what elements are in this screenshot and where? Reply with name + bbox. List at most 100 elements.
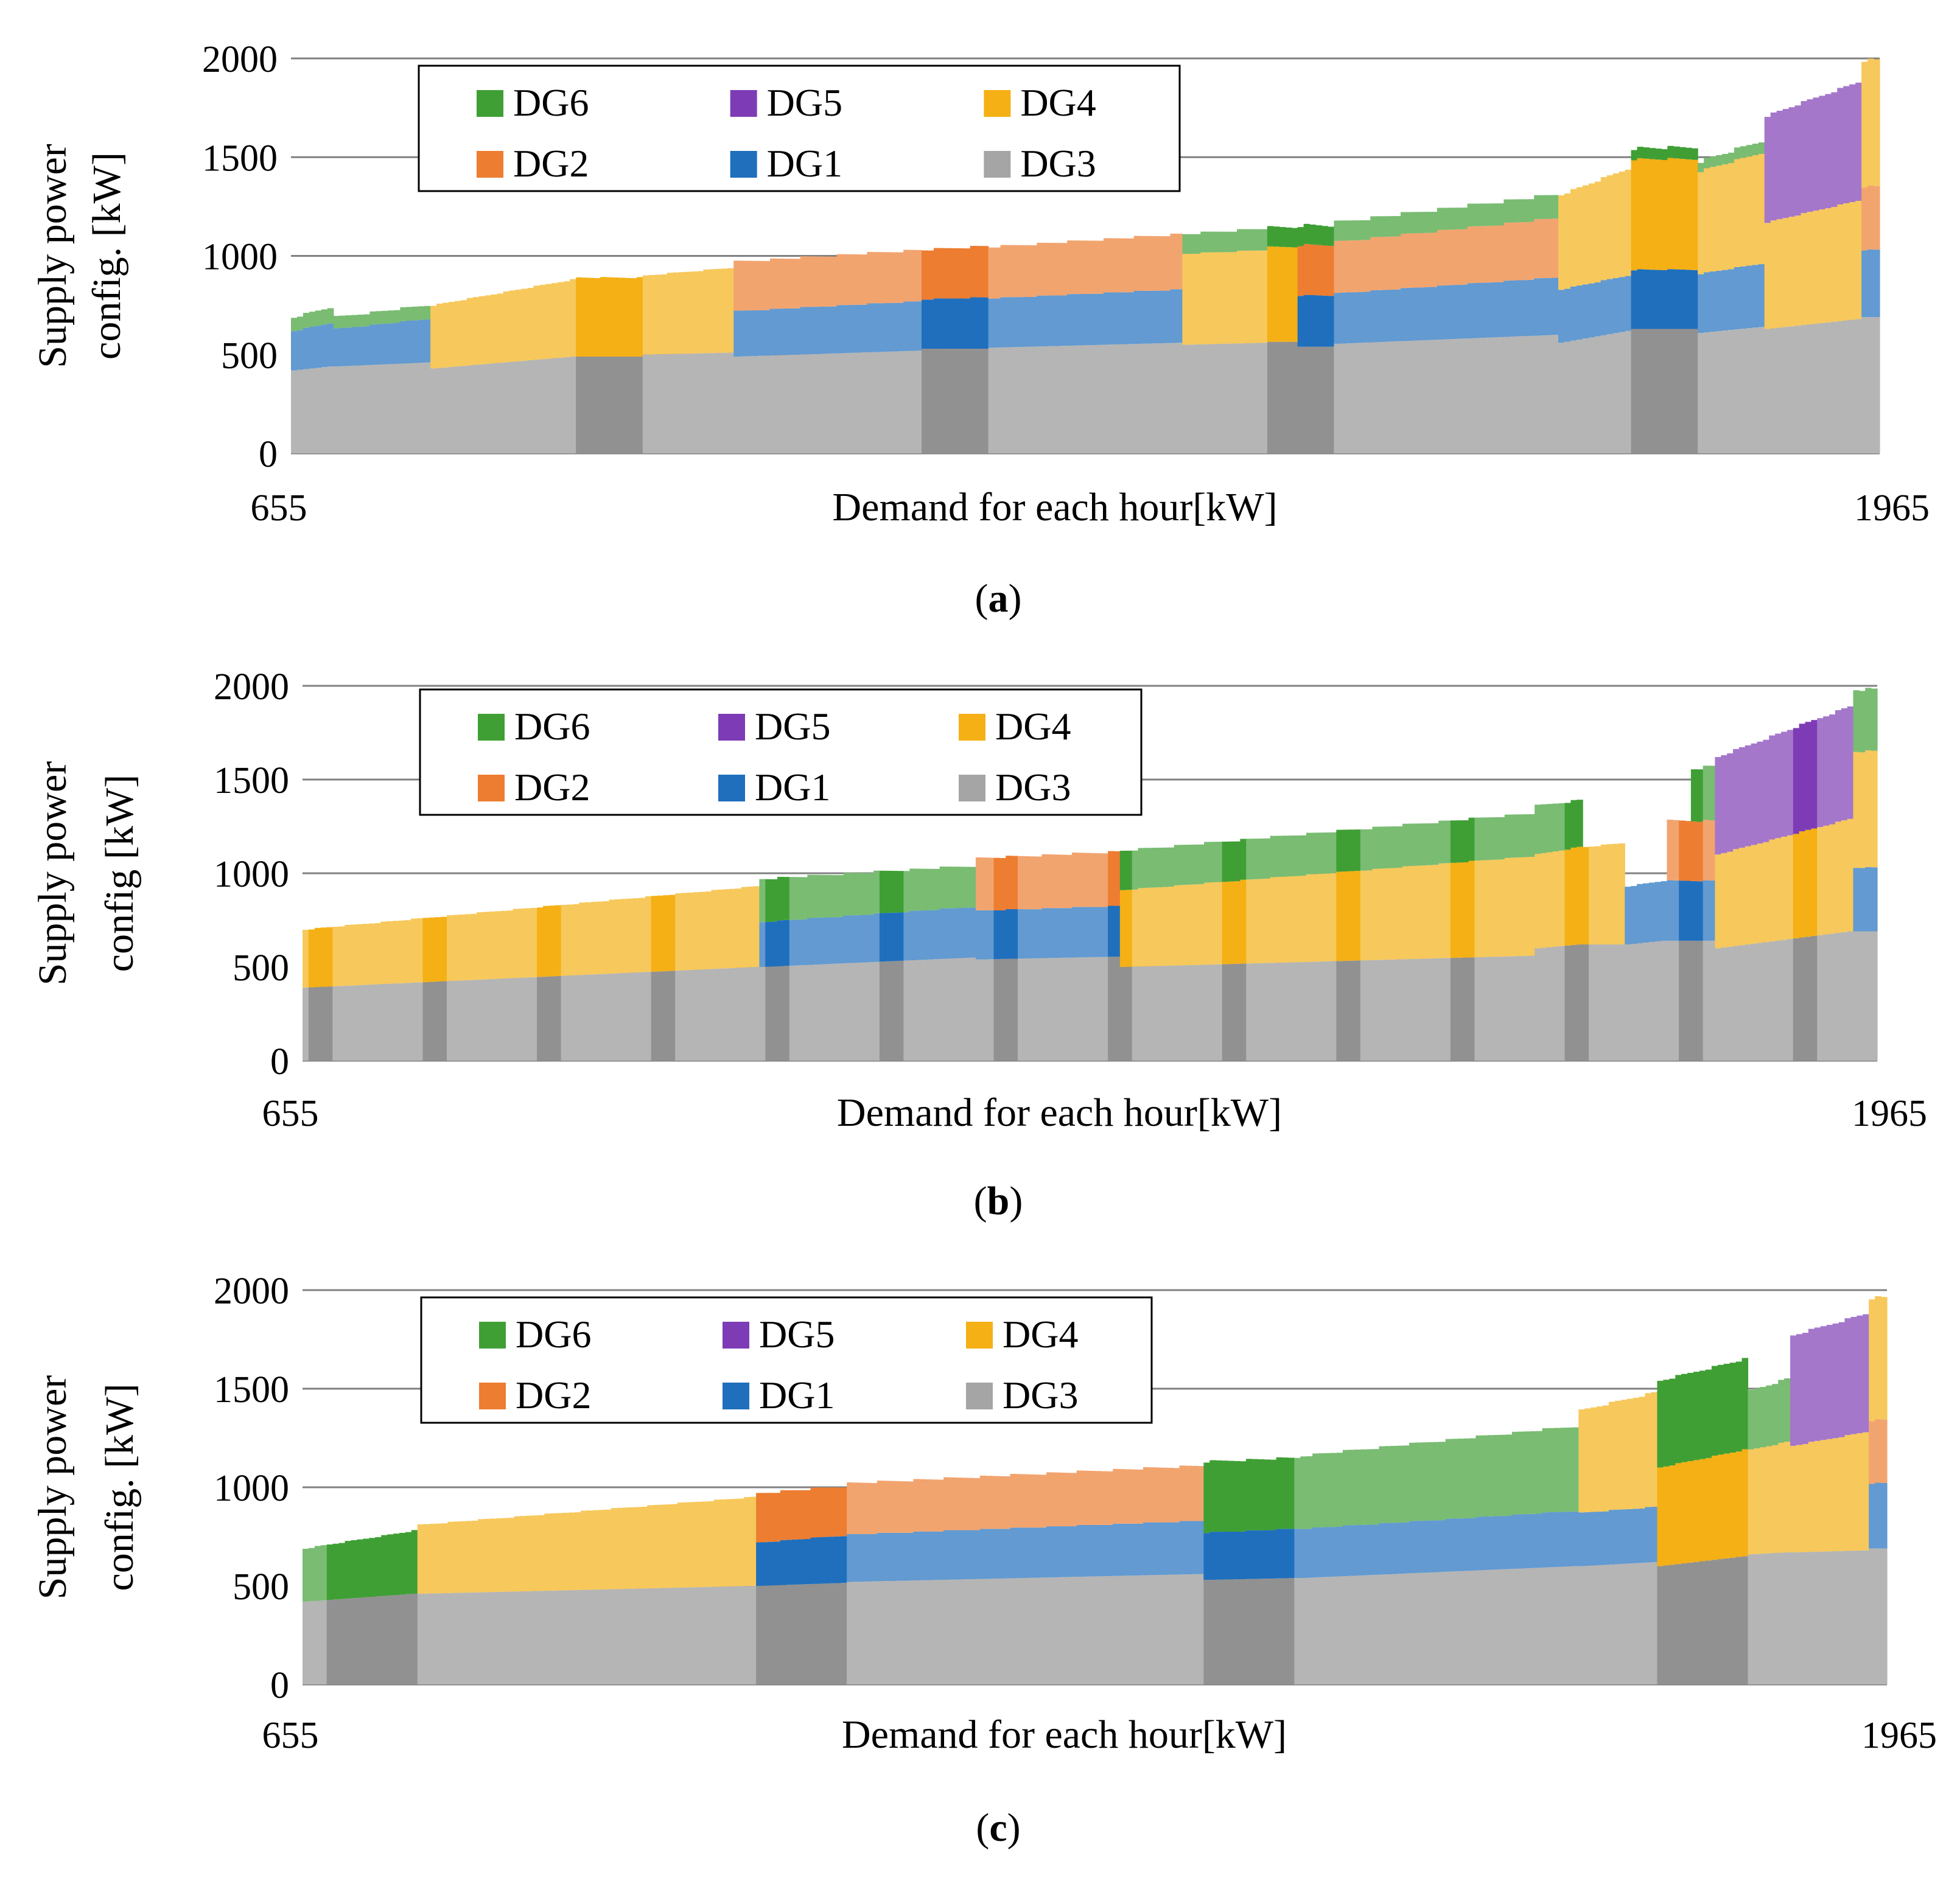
bar-dg3 xyxy=(1461,338,1468,453)
bar-dg1 xyxy=(296,330,304,370)
bar-dg3 xyxy=(1867,317,1874,453)
bar-dg4 xyxy=(1125,890,1133,967)
bar-dg3 xyxy=(667,354,674,453)
bar-dg6 xyxy=(1696,769,1704,822)
bar-dg1 xyxy=(1161,1522,1168,1575)
bar-dg2 xyxy=(855,254,862,305)
bar-dg1 xyxy=(1239,1531,1247,1579)
bar-dg3 xyxy=(406,363,413,453)
bar-dg3 xyxy=(1582,338,1589,453)
bar-dg1 xyxy=(1328,296,1335,347)
bar-dg4 xyxy=(1552,851,1559,947)
bar-dg4 xyxy=(1300,876,1307,962)
bar-dg2 xyxy=(812,256,819,307)
bar-dg4 xyxy=(558,282,564,358)
bar-dg3 xyxy=(1348,1576,1356,1684)
bar-dg1 xyxy=(1079,294,1086,346)
bar-dg2 xyxy=(1522,222,1528,281)
bar-dg3 xyxy=(1583,944,1589,1061)
bar-dg5 xyxy=(1715,757,1721,855)
bar-dg5 xyxy=(1788,107,1796,217)
bar-dg4 xyxy=(1794,215,1802,326)
bar-dg3 xyxy=(1606,334,1614,453)
bar-dg2 xyxy=(979,1475,987,1529)
bar-dg4 xyxy=(1408,866,1415,959)
bar-dg1 xyxy=(915,301,922,351)
bar-dg4 xyxy=(1600,844,1608,945)
bar-dg3 xyxy=(909,351,916,453)
bar-dg1 xyxy=(1692,270,1698,329)
bar-dg3 xyxy=(460,366,467,453)
bar-dg6 xyxy=(1403,1445,1410,1523)
bar-dg6 xyxy=(1300,1456,1307,1529)
bar-dg3 xyxy=(314,1600,321,1684)
bar-dg1 xyxy=(1176,289,1183,343)
bar-dg4 xyxy=(1619,171,1626,277)
bar-dg3 xyxy=(1152,343,1159,453)
bar-dg3 xyxy=(1426,958,1433,1061)
bar-dg4 xyxy=(1867,58,1874,186)
bar-dg3 xyxy=(1679,940,1685,1061)
bar-dg6 xyxy=(1382,216,1389,237)
bar-dg1 xyxy=(1024,297,1031,347)
bar-dg1 xyxy=(1360,1524,1368,1576)
bar-dg1 xyxy=(1570,286,1577,341)
bar-dg6 xyxy=(1174,845,1181,885)
bar-dg4 xyxy=(654,274,662,355)
bar-dg1 xyxy=(1346,292,1353,344)
bar-dg4 xyxy=(697,271,704,354)
x-start-label: 655 xyxy=(262,1093,319,1134)
bar-dg3 xyxy=(483,979,489,1061)
bar-dg4 xyxy=(1216,882,1223,965)
bar-dg1 xyxy=(1370,290,1377,343)
bar-dg6 xyxy=(1372,826,1379,869)
bar-dg1 xyxy=(789,920,796,966)
bar-dg1 xyxy=(1073,294,1080,346)
bar-dg2 xyxy=(780,1490,787,1540)
legend-swatch-dg4 xyxy=(959,714,985,741)
bar-dg1 xyxy=(1703,880,1710,941)
bar-dg1 xyxy=(976,297,983,349)
bar-dg1 xyxy=(1552,277,1559,335)
bar-dg2 xyxy=(1006,856,1012,910)
bar-dg4 xyxy=(1661,160,1668,270)
bar-dg4 xyxy=(635,1507,642,1589)
bar-dg2 xyxy=(1023,856,1031,910)
bar-dg2 xyxy=(1170,233,1177,290)
bar-dg3 xyxy=(1439,1572,1446,1684)
bar-dg3 xyxy=(1139,343,1147,453)
bar-dg6 xyxy=(1424,212,1432,233)
bar-dg3 xyxy=(351,365,359,453)
bar-dg1 xyxy=(1594,282,1601,337)
bar-dg1 xyxy=(1040,1527,1047,1578)
bar-dg2 xyxy=(957,248,965,299)
legend-swatch-dg2 xyxy=(477,151,503,178)
bar-dg1 xyxy=(1560,1512,1567,1567)
bar-dg3 xyxy=(351,1598,358,1684)
bar-dg3 xyxy=(1506,1569,1513,1684)
bar-dg1 xyxy=(843,915,850,963)
bar-dg1 xyxy=(1209,1532,1216,1580)
bar-dg3 xyxy=(1655,329,1662,453)
bar-dg2 xyxy=(1139,236,1147,291)
bar-dg6 xyxy=(303,1549,309,1602)
bar-dg4 xyxy=(582,277,589,357)
bar-dg1 xyxy=(979,1529,987,1579)
bar-dg2 xyxy=(1467,226,1474,284)
bar-dg3 xyxy=(849,352,856,453)
bar-dg4 xyxy=(555,905,562,976)
bar-dg2 xyxy=(1143,1467,1150,1523)
bar-dg6 xyxy=(1342,1450,1349,1526)
bar-dg3 xyxy=(927,959,934,1061)
bar-dg1 xyxy=(1696,881,1704,941)
bar-dg3 xyxy=(741,967,748,1061)
bar-dg6 xyxy=(1577,800,1583,847)
bar-dg6 xyxy=(1391,1445,1398,1523)
bar-dg3 xyxy=(485,363,492,453)
bar-dg2 xyxy=(909,250,916,302)
bar-dg3 xyxy=(368,984,376,1061)
bar-dg3 xyxy=(393,983,399,1061)
bar-dg3 xyxy=(1382,341,1389,453)
legend-label-dg2: DG2 xyxy=(516,1373,591,1417)
bar-dg3 xyxy=(1600,944,1608,1061)
